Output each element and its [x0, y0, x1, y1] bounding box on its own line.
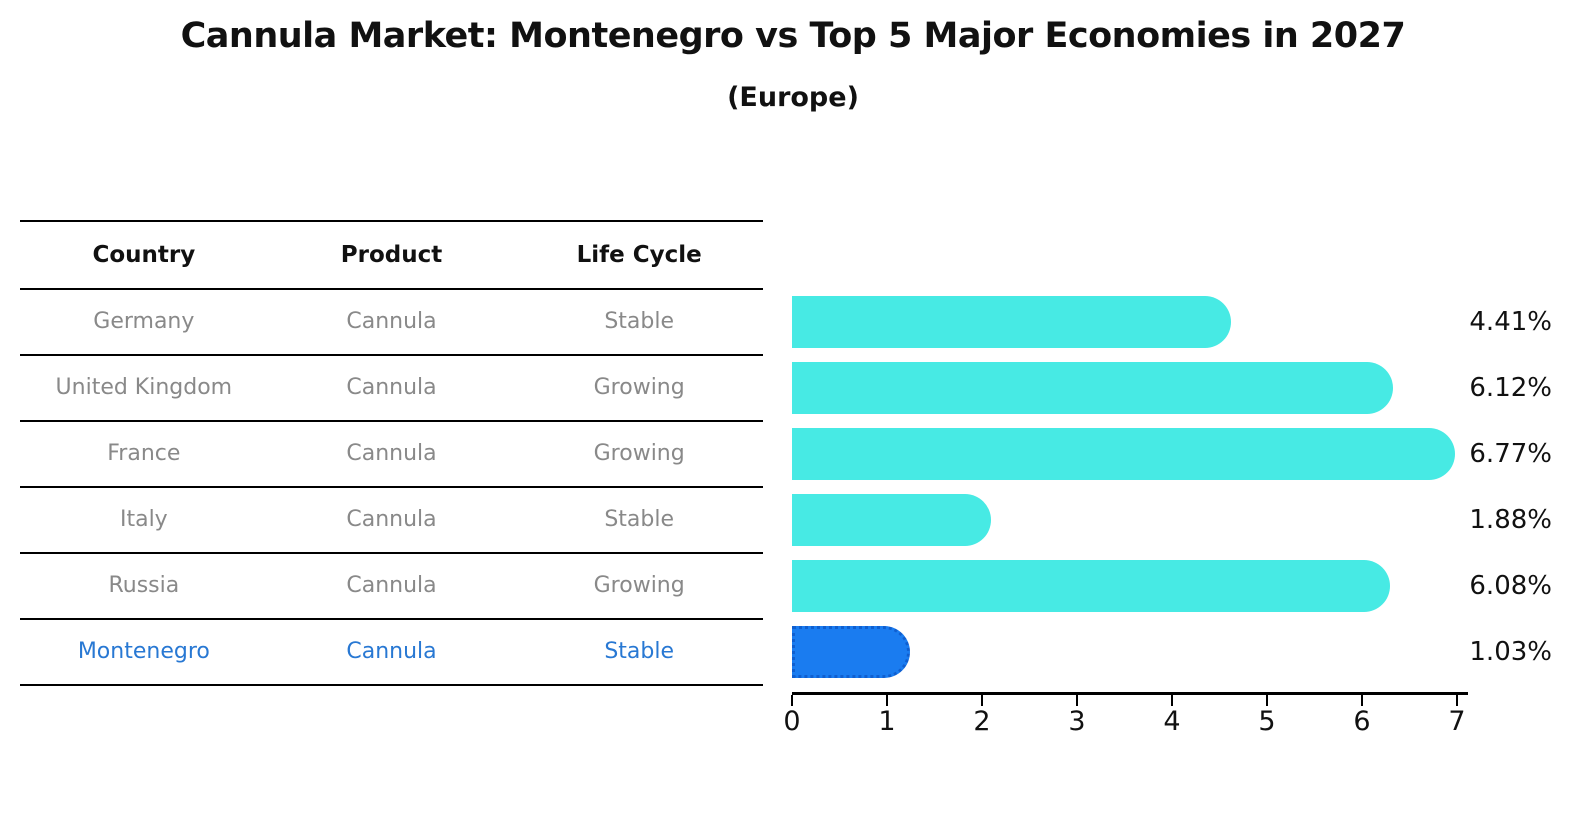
x-axis-tick: [1456, 695, 1458, 706]
x-axis-tick: [1171, 695, 1173, 706]
x-axis-tick-label: 4: [1163, 706, 1181, 737]
bar-value-label: 6.08%: [1469, 571, 1552, 601]
bar-value-label: 6.12%: [1469, 373, 1552, 403]
bar-russia: [792, 560, 1390, 612]
x-axis-tick-label: 2: [973, 706, 991, 737]
cell-life-cycle: Growing: [593, 441, 685, 466]
bar-montenegro: [792, 626, 910, 678]
x-axis-tick: [1076, 695, 1078, 706]
cell-country: United Kingdom: [55, 375, 233, 400]
cell-product: Cannula: [346, 309, 437, 334]
cell-life-cycle: Stable: [604, 507, 675, 532]
cell-product: Cannula: [346, 573, 437, 598]
x-axis-tick: [886, 695, 888, 706]
column-header-product: Product: [340, 242, 443, 268]
country-table: Country Product Life Cycle Germany Cannul…: [20, 220, 763, 686]
column-header-country: Country: [92, 242, 196, 268]
table-row: Germany Cannula Stable: [20, 290, 763, 356]
bar-france: [792, 428, 1455, 480]
cell-life-cycle: Growing: [593, 375, 685, 400]
table-row: United Kingdom Cannula Growing: [20, 356, 763, 422]
x-axis-tick: [1361, 695, 1363, 706]
cell-country: France: [107, 441, 181, 466]
table-body: Germany Cannula Stable United Kingdom Cannul…: [20, 290, 763, 686]
table-row: Russia Cannula Growing: [20, 554, 763, 620]
x-axis-tick-label: 0: [783, 706, 801, 737]
x-axis-tick-label: 5: [1258, 706, 1276, 737]
x-axis-tick-label: 7: [1448, 706, 1466, 737]
chart-title: Cannula Market: Montenegro vs Top 5 Majo…: [180, 16, 1406, 56]
table-row: Montenegro Cannula Stable: [20, 620, 763, 686]
bar-united-kingdom: [792, 362, 1393, 414]
x-axis-tick-label: 3: [1068, 706, 1086, 737]
x-axis-tick-label: 1: [878, 706, 896, 737]
bar-germany: [792, 296, 1231, 348]
cell-life-cycle: Stable: [604, 639, 675, 664]
bar-value-label: 6.77%: [1469, 439, 1552, 469]
cell-product: Cannula: [346, 507, 437, 532]
table-row: Italy Cannula Stable: [20, 488, 763, 554]
table-row: France Cannula Growing: [20, 422, 763, 488]
bar-value-label: 1.88%: [1469, 505, 1552, 535]
x-axis-line: [792, 692, 1468, 695]
cell-life-cycle: Stable: [604, 309, 675, 334]
bar-value-label: 4.41%: [1469, 307, 1552, 337]
cell-country: Russia: [108, 573, 180, 598]
cell-country: Germany: [93, 309, 195, 334]
x-axis-tick-label: 6: [1353, 706, 1371, 737]
cell-life-cycle: Growing: [593, 573, 685, 598]
x-axis-tick: [791, 695, 793, 706]
chart-subtitle: (Europe): [727, 82, 859, 113]
cell-country: Italy: [119, 507, 168, 532]
table-header-row: Country Product Life Cycle: [20, 222, 763, 290]
x-axis-tick: [1266, 695, 1268, 706]
column-header-lifecycle: Life Cycle: [576, 242, 702, 268]
bar-italy: [792, 494, 991, 546]
cell-product: Cannula: [346, 639, 437, 664]
bar-value-label: 1.03%: [1469, 637, 1552, 667]
cell-product: Cannula: [346, 441, 437, 466]
x-axis-tick: [981, 695, 983, 706]
cell-product: Cannula: [346, 375, 437, 400]
cell-country: Montenegro: [77, 639, 210, 664]
